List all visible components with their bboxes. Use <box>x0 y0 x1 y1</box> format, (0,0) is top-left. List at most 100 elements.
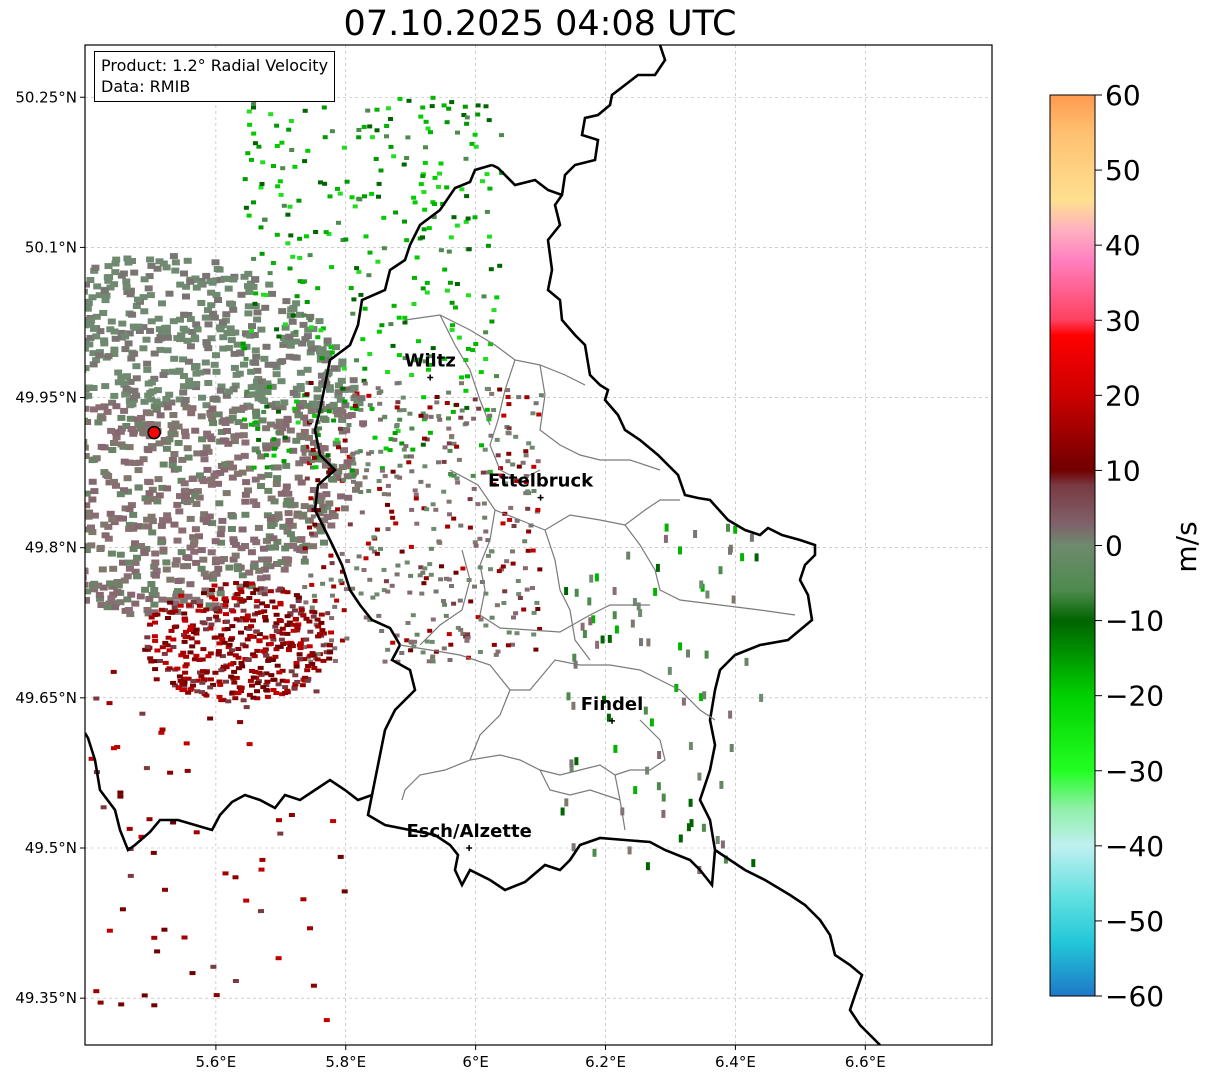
velocity-cell <box>393 210 399 215</box>
velocity-cell <box>643 706 648 715</box>
velocity-cell <box>466 293 471 298</box>
velocity-cell <box>118 320 127 327</box>
velocity-cell <box>139 324 148 331</box>
velocity-cell <box>147 656 154 661</box>
velocity-cell <box>58 579 66 585</box>
velocity-cell <box>486 118 492 123</box>
velocity-cell <box>228 662 234 667</box>
velocity-cell <box>409 507 415 512</box>
velocity-cell <box>203 466 212 473</box>
velocity-cell <box>0 401 6 407</box>
velocity-cell <box>180 650 187 655</box>
velocity-cell <box>104 535 113 542</box>
velocity-cell <box>402 219 407 224</box>
velocity-cell <box>312 598 318 603</box>
velocity-cell <box>258 586 265 591</box>
velocity-cell <box>150 563 159 570</box>
velocity-cell <box>572 653 577 662</box>
velocity-cell <box>101 297 110 304</box>
velocity-cell <box>30 499 38 505</box>
velocity-cell <box>173 465 182 472</box>
velocity-cell <box>260 545 268 552</box>
velocity-cell <box>288 233 294 238</box>
velocity-cell <box>256 639 263 644</box>
velocity-cell <box>183 662 190 667</box>
velocity-cell <box>354 407 360 411</box>
velocity-cell <box>284 522 293 529</box>
velocity-cell <box>10 449 18 455</box>
velocity-cell <box>55 357 63 363</box>
velocity-cell <box>244 389 250 394</box>
velocity-cell <box>394 474 400 479</box>
velocity-cell <box>446 426 452 431</box>
velocity-cell <box>233 581 240 585</box>
velocity-cell <box>189 971 196 976</box>
velocity-cell <box>293 329 299 334</box>
velocity-cell <box>292 682 299 687</box>
velocity-cell <box>179 389 188 396</box>
velocity-cell <box>146 256 155 263</box>
velocity-cell <box>171 561 180 568</box>
velocity-cell <box>181 633 187 637</box>
velocity-cell <box>427 628 433 633</box>
velocity-cell <box>740 553 745 562</box>
velocity-cell <box>38 323 46 329</box>
velocity-cell <box>117 272 126 279</box>
velocity-cell <box>49 463 57 469</box>
velocity-cell <box>192 284 201 291</box>
velocity-cell <box>145 410 154 417</box>
velocity-cell <box>192 363 201 369</box>
velocity-cell <box>420 411 426 416</box>
velocity-cell <box>261 292 266 297</box>
velocity-cell <box>513 611 519 616</box>
velocity-cell <box>4 374 12 380</box>
velocity-cell <box>0 448 4 454</box>
velocity-cell <box>253 316 262 323</box>
colorbar-tick-label: 20 <box>1105 379 1141 412</box>
velocity-cell <box>354 266 360 271</box>
velocity-cell <box>483 104 489 109</box>
velocity-cell <box>166 666 173 671</box>
velocity-cell <box>56 448 64 454</box>
map-frame <box>84 44 993 1046</box>
velocity-cell <box>465 346 471 351</box>
velocity-cell <box>124 607 133 613</box>
velocity-cell <box>301 399 307 404</box>
velocity-cell <box>442 602 447 607</box>
velocity-cell <box>165 290 174 297</box>
velocity-cell <box>280 166 286 171</box>
velocity-cell <box>126 826 133 831</box>
velocity-cell <box>14 441 22 447</box>
velocity-cell <box>85 574 87 581</box>
velocity-cell <box>85 588 92 595</box>
velocity-cell <box>243 898 250 903</box>
velocity-cell <box>251 131 257 136</box>
velocity-cell <box>57 466 65 472</box>
velocity-cell <box>51 434 59 440</box>
velocity-cell <box>451 441 457 446</box>
velocity-cell <box>207 481 216 488</box>
velocity-cell <box>340 447 348 454</box>
velocity-cell <box>110 478 118 485</box>
velocity-cell <box>349 385 358 392</box>
velocity-cell <box>288 669 295 674</box>
velocity-cell <box>11 450 19 456</box>
velocity-cell <box>123 255 132 262</box>
velocity-cell <box>535 607 541 611</box>
velocity-cell <box>216 276 225 283</box>
velocity-cell <box>265 544 274 551</box>
velocity-cell <box>335 186 340 191</box>
velocity-cell <box>140 523 148 530</box>
velocity-cell <box>260 398 269 405</box>
velocity-cell <box>163 347 172 354</box>
velocity-cell <box>438 161 444 166</box>
velocity-cell <box>382 659 388 664</box>
velocity-cell <box>176 674 183 679</box>
velocity-cell <box>47 464 55 470</box>
velocity-cell <box>602 695 607 704</box>
velocity-cell <box>193 627 200 632</box>
velocity-cell <box>247 122 253 127</box>
velocity-cell <box>166 576 175 583</box>
velocity-cell <box>339 581 345 586</box>
velocity-cell <box>297 479 306 486</box>
